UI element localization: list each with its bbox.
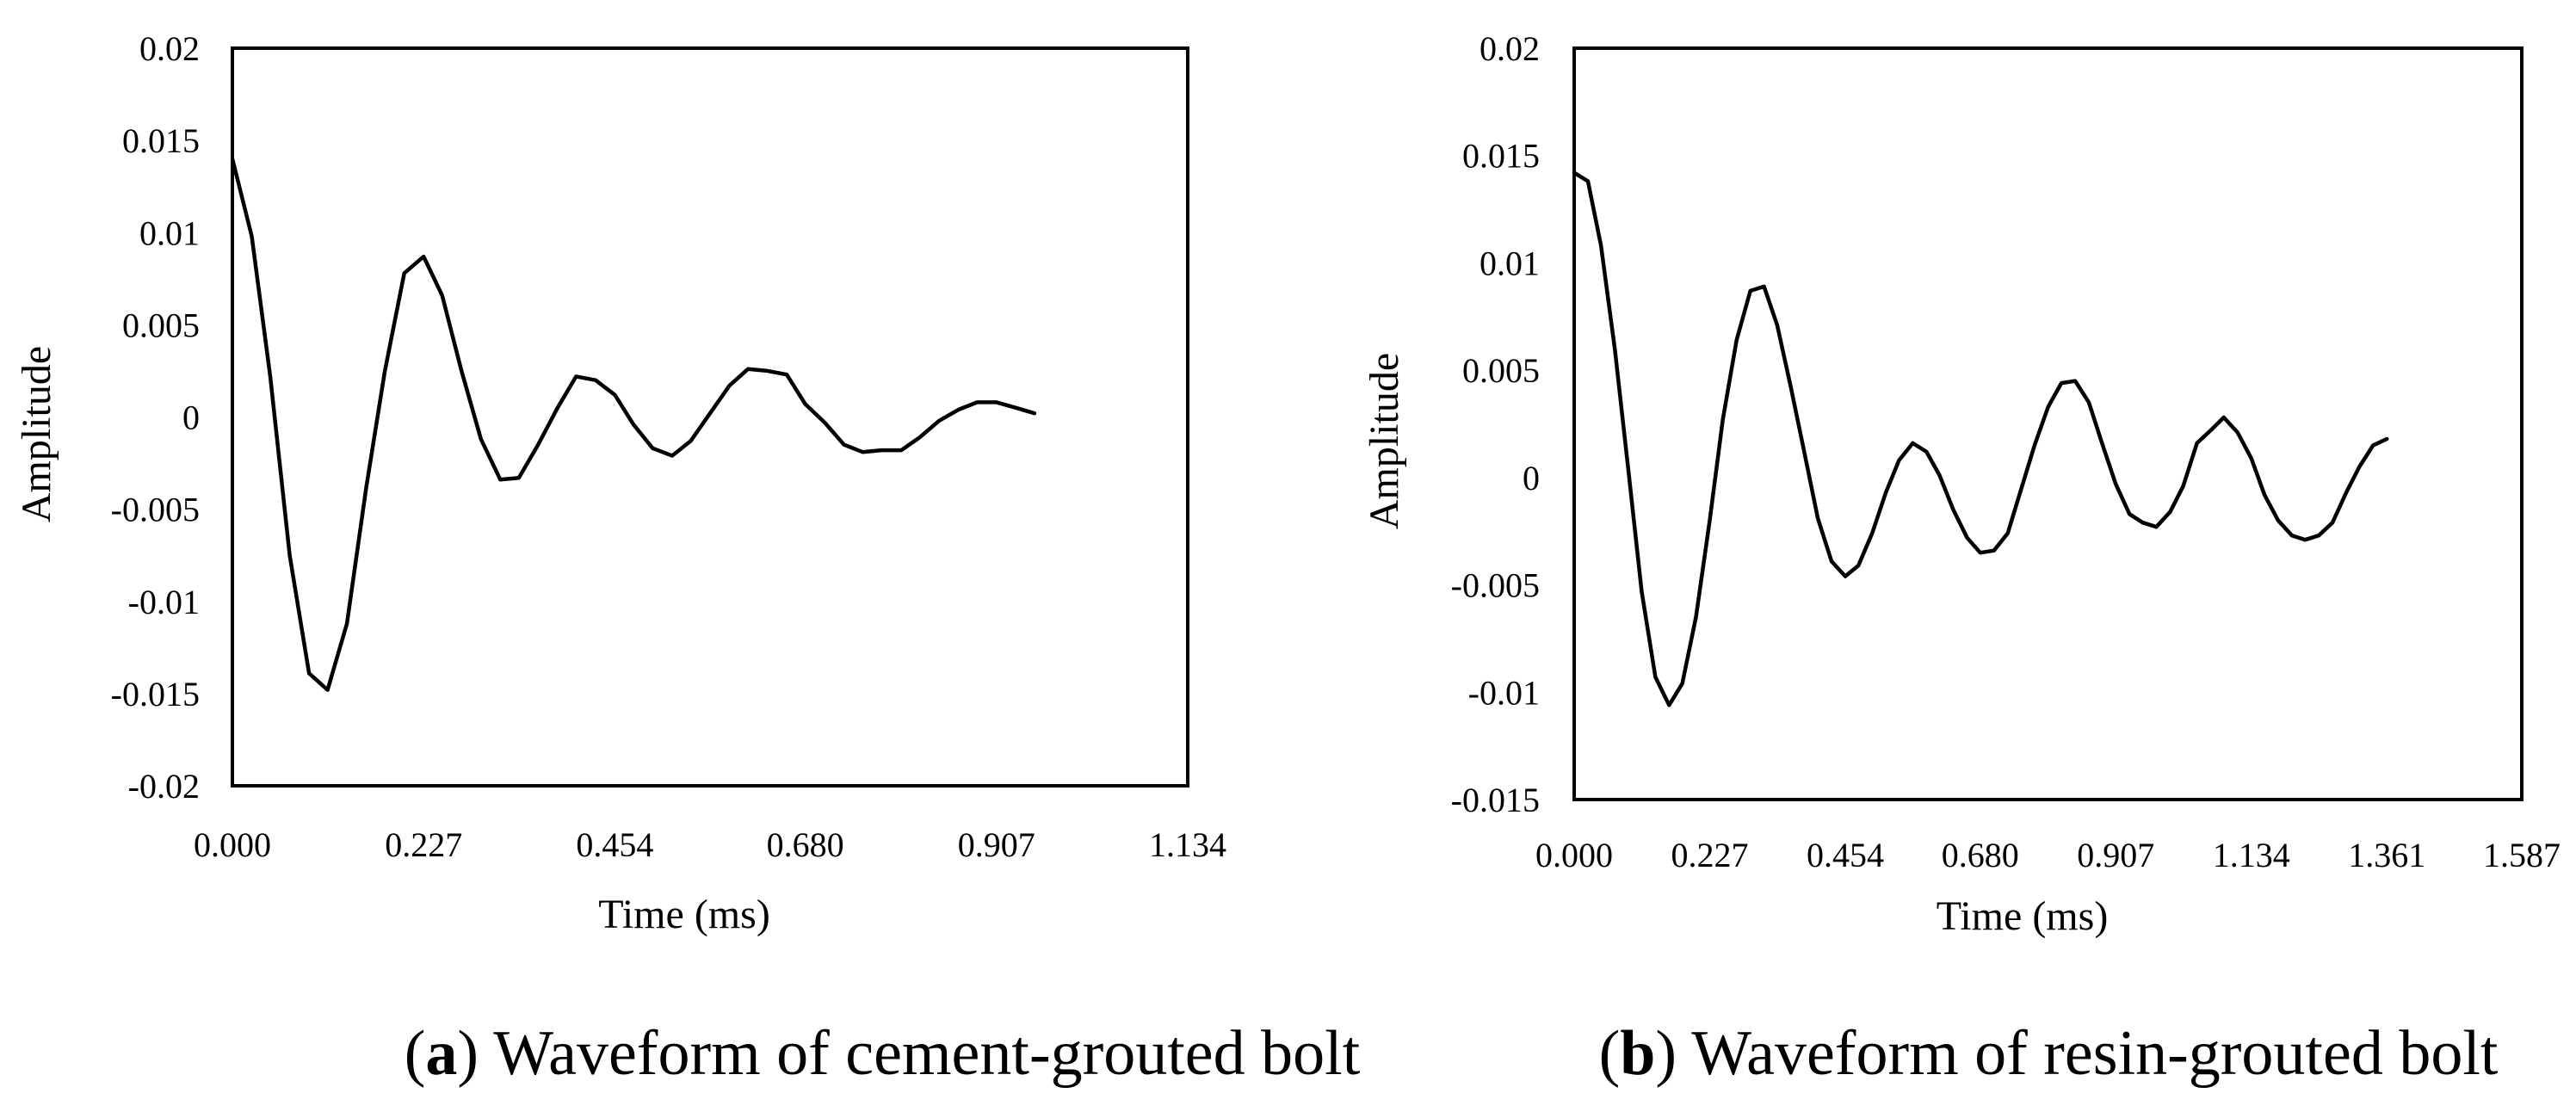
x-tick-label: 0.680 [1942,836,2019,874]
x-axis-title: Time (ms) [598,892,770,937]
x-tick-label: 0.454 [1807,836,1884,874]
panel-title: Waveform of cement-grouted bolt [493,1018,1360,1089]
series-line-resin-grouted-bolt [1572,170,2389,707]
y-tick-label: -0.02 [128,767,200,806]
plot-frame [1572,46,2523,801]
y-tick-label: -0.005 [1451,566,1540,605]
x-tick-label: 0.000 [1535,836,1613,874]
y-tick-label: 0.02 [139,29,200,68]
y-tick-label: 0.015 [1462,137,1540,176]
y-tick-label: -0.005 [111,491,200,529]
panel-caption: (a) Waveform of cement-grouted bolt [405,1018,1361,1089]
x-tick-label: 0.000 [194,825,271,864]
y-tick-label: 0.005 [122,306,200,344]
y-tick-label: -0.015 [111,675,200,713]
panel-title: Waveform of resin-grouted bolt [1691,1018,2499,1089]
y-tick-label: 0.015 [122,121,200,160]
x-tick-label: 0.680 [767,825,844,864]
panel-letter: a [425,1018,457,1089]
panel-letter: b [1620,1018,1655,1089]
y-tick-label: -0.01 [1468,673,1540,712]
x-axis-title: Time (ms) [1937,893,2109,939]
y-tick-label: 0.01 [1480,244,1540,282]
y-tick-label: 0.01 [139,213,200,252]
y-tick-label: 0.005 [1462,351,1540,390]
y-tick-label: -0.015 [1451,781,1540,819]
x-tick-label: 0.907 [2077,836,2154,874]
plot-frame [231,46,1189,788]
y-tick-label: -0.01 [128,583,200,621]
y-tick-label: 0 [1523,459,1540,497]
x-tick-label: 0.907 [958,825,1035,864]
y-axis-title: Amplitude [14,346,59,522]
y-tick-label: 0.02 [1480,29,1540,68]
panel-b-chart: 0.02 0.015 0.01 0.005 0 -0.005 -0.01 -0.015 0.00… [1362,29,2561,1089]
x-tick-label: 1.361 [2348,836,2425,874]
y-axis-title: Amplitude [1362,353,1407,529]
x-tick-label: 0.227 [385,825,462,864]
x-tick-label: 1.587 [2483,836,2561,874]
x-tick-label: 1.134 [2213,836,2290,874]
y-tick-label: 0 [182,398,200,437]
series-line-cement-grouted-bolt [230,157,1037,692]
x-tick-label: 0.227 [1671,836,1748,874]
panel-caption: (b) Waveform of resin-grouted bolt [1599,1018,2499,1089]
panel-a-chart: 0.02 0.015 0.01 0.005 0 -0.005 -0.01 -0.015 -0.0… [14,29,1361,1089]
x-tick-label: 0.454 [576,825,653,864]
x-tick-label: 1.134 [1149,825,1226,864]
